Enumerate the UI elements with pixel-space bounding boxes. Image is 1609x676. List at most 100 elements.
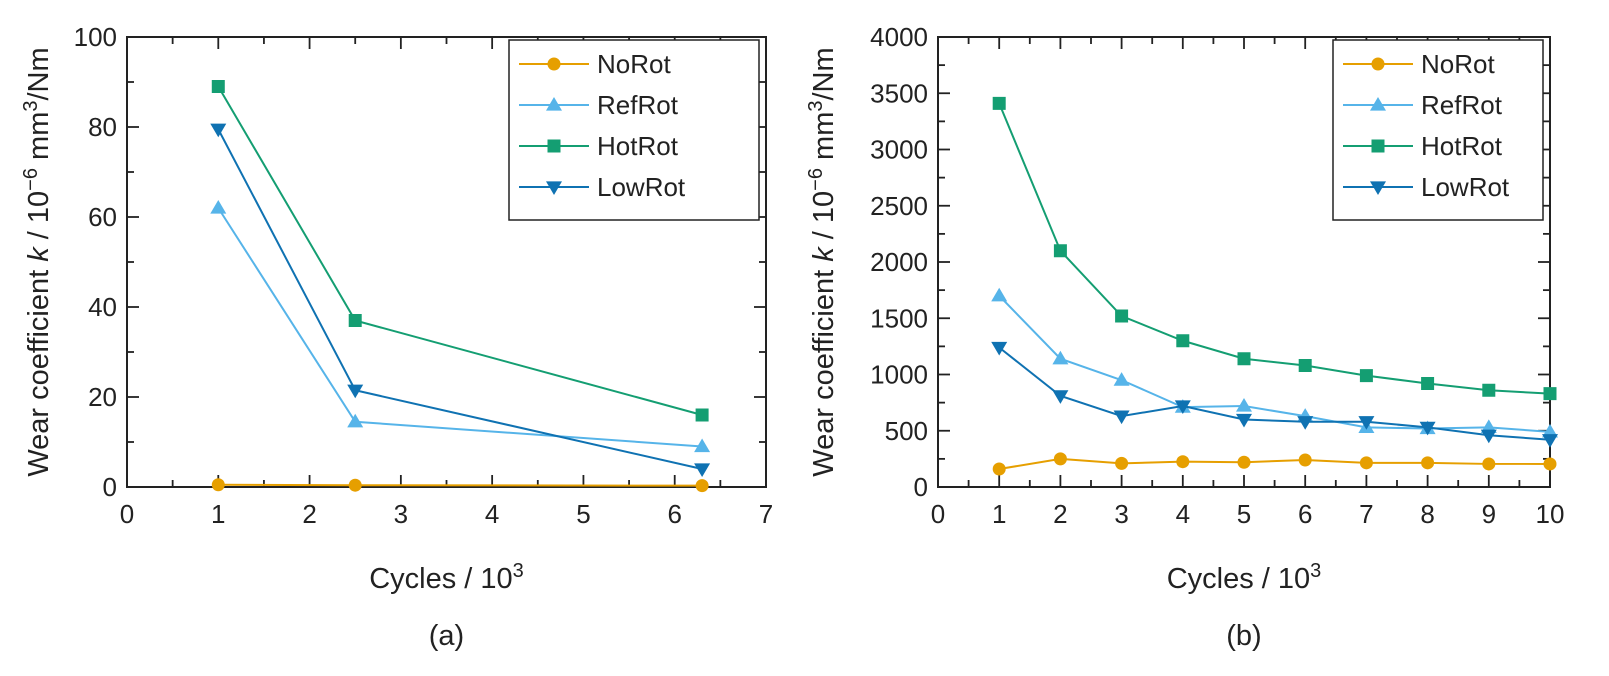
data-point-refrot: [991, 287, 1008, 302]
y-tick-label: 3000: [870, 135, 928, 165]
data-point-norot: [992, 462, 1006, 476]
data-point-norot: [1421, 456, 1435, 470]
legend-label: RefRot: [597, 90, 679, 120]
legend-label: LowRot: [597, 172, 686, 202]
y-tick-label: 4000: [870, 22, 928, 52]
data-point-lowrot: [1542, 434, 1558, 448]
y-tick-label: 2000: [870, 247, 928, 277]
series-lowrot: [210, 123, 711, 477]
data-point-norot: [695, 479, 709, 493]
x-tick-label: 3: [1114, 499, 1128, 529]
series-line-norot: [218, 483, 703, 487]
data-point-norot: [1543, 457, 1557, 471]
legend: NoRot RefRot HotRot LowRot: [508, 39, 760, 221]
data-point-norot: [1298, 453, 1312, 467]
x-tick-label: 0: [120, 499, 134, 529]
data-point-norot: [1053, 452, 1067, 466]
x-tick-label: 3: [394, 499, 408, 529]
data-point-hotrot: [1543, 387, 1557, 401]
legend: NoRot RefRot HotRot LowRot: [1332, 39, 1544, 221]
data-point-hotrot: [992, 96, 1006, 110]
x-tick-label: 9: [1482, 499, 1496, 529]
y-tick-label: 40: [88, 292, 117, 322]
data-point-lowrot: [1419, 421, 1436, 436]
x-tick-label: 6: [667, 499, 681, 529]
legend-label: NoRot: [1421, 49, 1495, 79]
legend-item-refrot: RefRot: [519, 90, 679, 120]
legend-marker: [546, 97, 562, 111]
series-line-lowrot: [998, 346, 1551, 441]
data-point-norot: [1482, 457, 1496, 471]
legend-marker: [1370, 181, 1386, 195]
x-tick-label: 4: [1176, 499, 1190, 529]
data-point-refrot: [1542, 423, 1558, 438]
x-tick-label: 1: [211, 499, 225, 529]
panel-label: (a): [429, 620, 464, 652]
series-refrot: [210, 200, 711, 453]
data-point-hotrot: [1237, 352, 1251, 366]
data-point-hotrot: [1421, 377, 1435, 390]
x-tick-label: 6: [1298, 499, 1312, 529]
data-point-lowrot: [1113, 410, 1130, 425]
legend-marker: [1371, 139, 1385, 153]
legend-label: HotRot: [597, 131, 679, 161]
data-point-lowrot: [1297, 416, 1314, 430]
data-point-lowrot: [1480, 429, 1497, 444]
legend-box: [508, 39, 760, 221]
data-point-hotrot: [1115, 309, 1129, 323]
legend-label: HotRot: [1421, 131, 1503, 161]
legend-marker: [1370, 97, 1386, 111]
data-point-hotrot: [1298, 359, 1312, 372]
data-point-hotrot: [211, 80, 225, 93]
data-point-refrot: [210, 200, 227, 214]
y-tick-label: 60: [88, 202, 117, 232]
legend-item-norot: NoRot: [519, 49, 671, 79]
data-point-lowrot: [1236, 413, 1252, 428]
data-point-lowrot: [1174, 400, 1191, 414]
legend-marker: [547, 57, 561, 71]
data-point-lowrot: [991, 341, 1008, 356]
data-point-lowrot: [347, 384, 364, 399]
legend-item-hotrot: HotRot: [1343, 131, 1503, 161]
data-point-refrot: [1236, 398, 1252, 412]
data-point-norot: [348, 478, 362, 492]
x-tick-label: 0: [931, 499, 945, 529]
x-tick-label: 5: [576, 499, 590, 529]
data-point-refrot: [1052, 350, 1069, 365]
data-point-hotrot: [695, 408, 709, 422]
legend-item-refrot: RefRot: [1343, 90, 1503, 120]
legend-marker: [547, 139, 561, 153]
data-point-norot: [1115, 456, 1129, 470]
legend-item-lowrot: LowRot: [519, 172, 686, 202]
data-point-refrot: [1480, 419, 1497, 433]
data-point-lowrot: [694, 463, 711, 477]
y-tick-label: 0: [914, 472, 928, 502]
legend-box: [1332, 39, 1544, 221]
series-hotrot: [211, 80, 709, 422]
data-point-hotrot: [1482, 383, 1496, 397]
data-point-norot: [1359, 456, 1373, 470]
legend-label: RefRot: [1421, 90, 1503, 120]
y-tick-label: 80: [88, 112, 117, 142]
x-tick-label: 5: [1237, 499, 1251, 529]
legend-label: LowRot: [1421, 172, 1510, 202]
data-point-norot: [1237, 455, 1251, 469]
x-tick-label: 1: [992, 499, 1006, 529]
legend-marker: [546, 181, 562, 195]
data-point-hotrot: [1359, 369, 1373, 383]
panel-label: (b): [1226, 620, 1261, 652]
x-tick-label: 8: [1420, 499, 1434, 529]
legend-marker: [1371, 57, 1385, 71]
y-axis-label: Wear coefficient k / 10−6 mm3/Nm: [805, 47, 840, 476]
data-point-norot: [1176, 455, 1190, 469]
series-norot: [211, 478, 709, 493]
data-point-hotrot: [1176, 334, 1190, 348]
y-axis-label: Wear coefficient k / 10−6 mm3/Nm: [20, 47, 55, 476]
x-axis-label: Cycles / 103: [369, 560, 524, 595]
chart-panel-b: 0 1 2 3 4 5 6 7 8 9 10 0 500 1000 1500 2000 2500 3000 3500…: [805, 22, 1564, 652]
x-tick-label: 7: [759, 499, 773, 529]
series-norot: [992, 452, 1557, 476]
series-line-hotrot: [998, 102, 1551, 395]
y-tick-label: 0: [103, 472, 117, 502]
